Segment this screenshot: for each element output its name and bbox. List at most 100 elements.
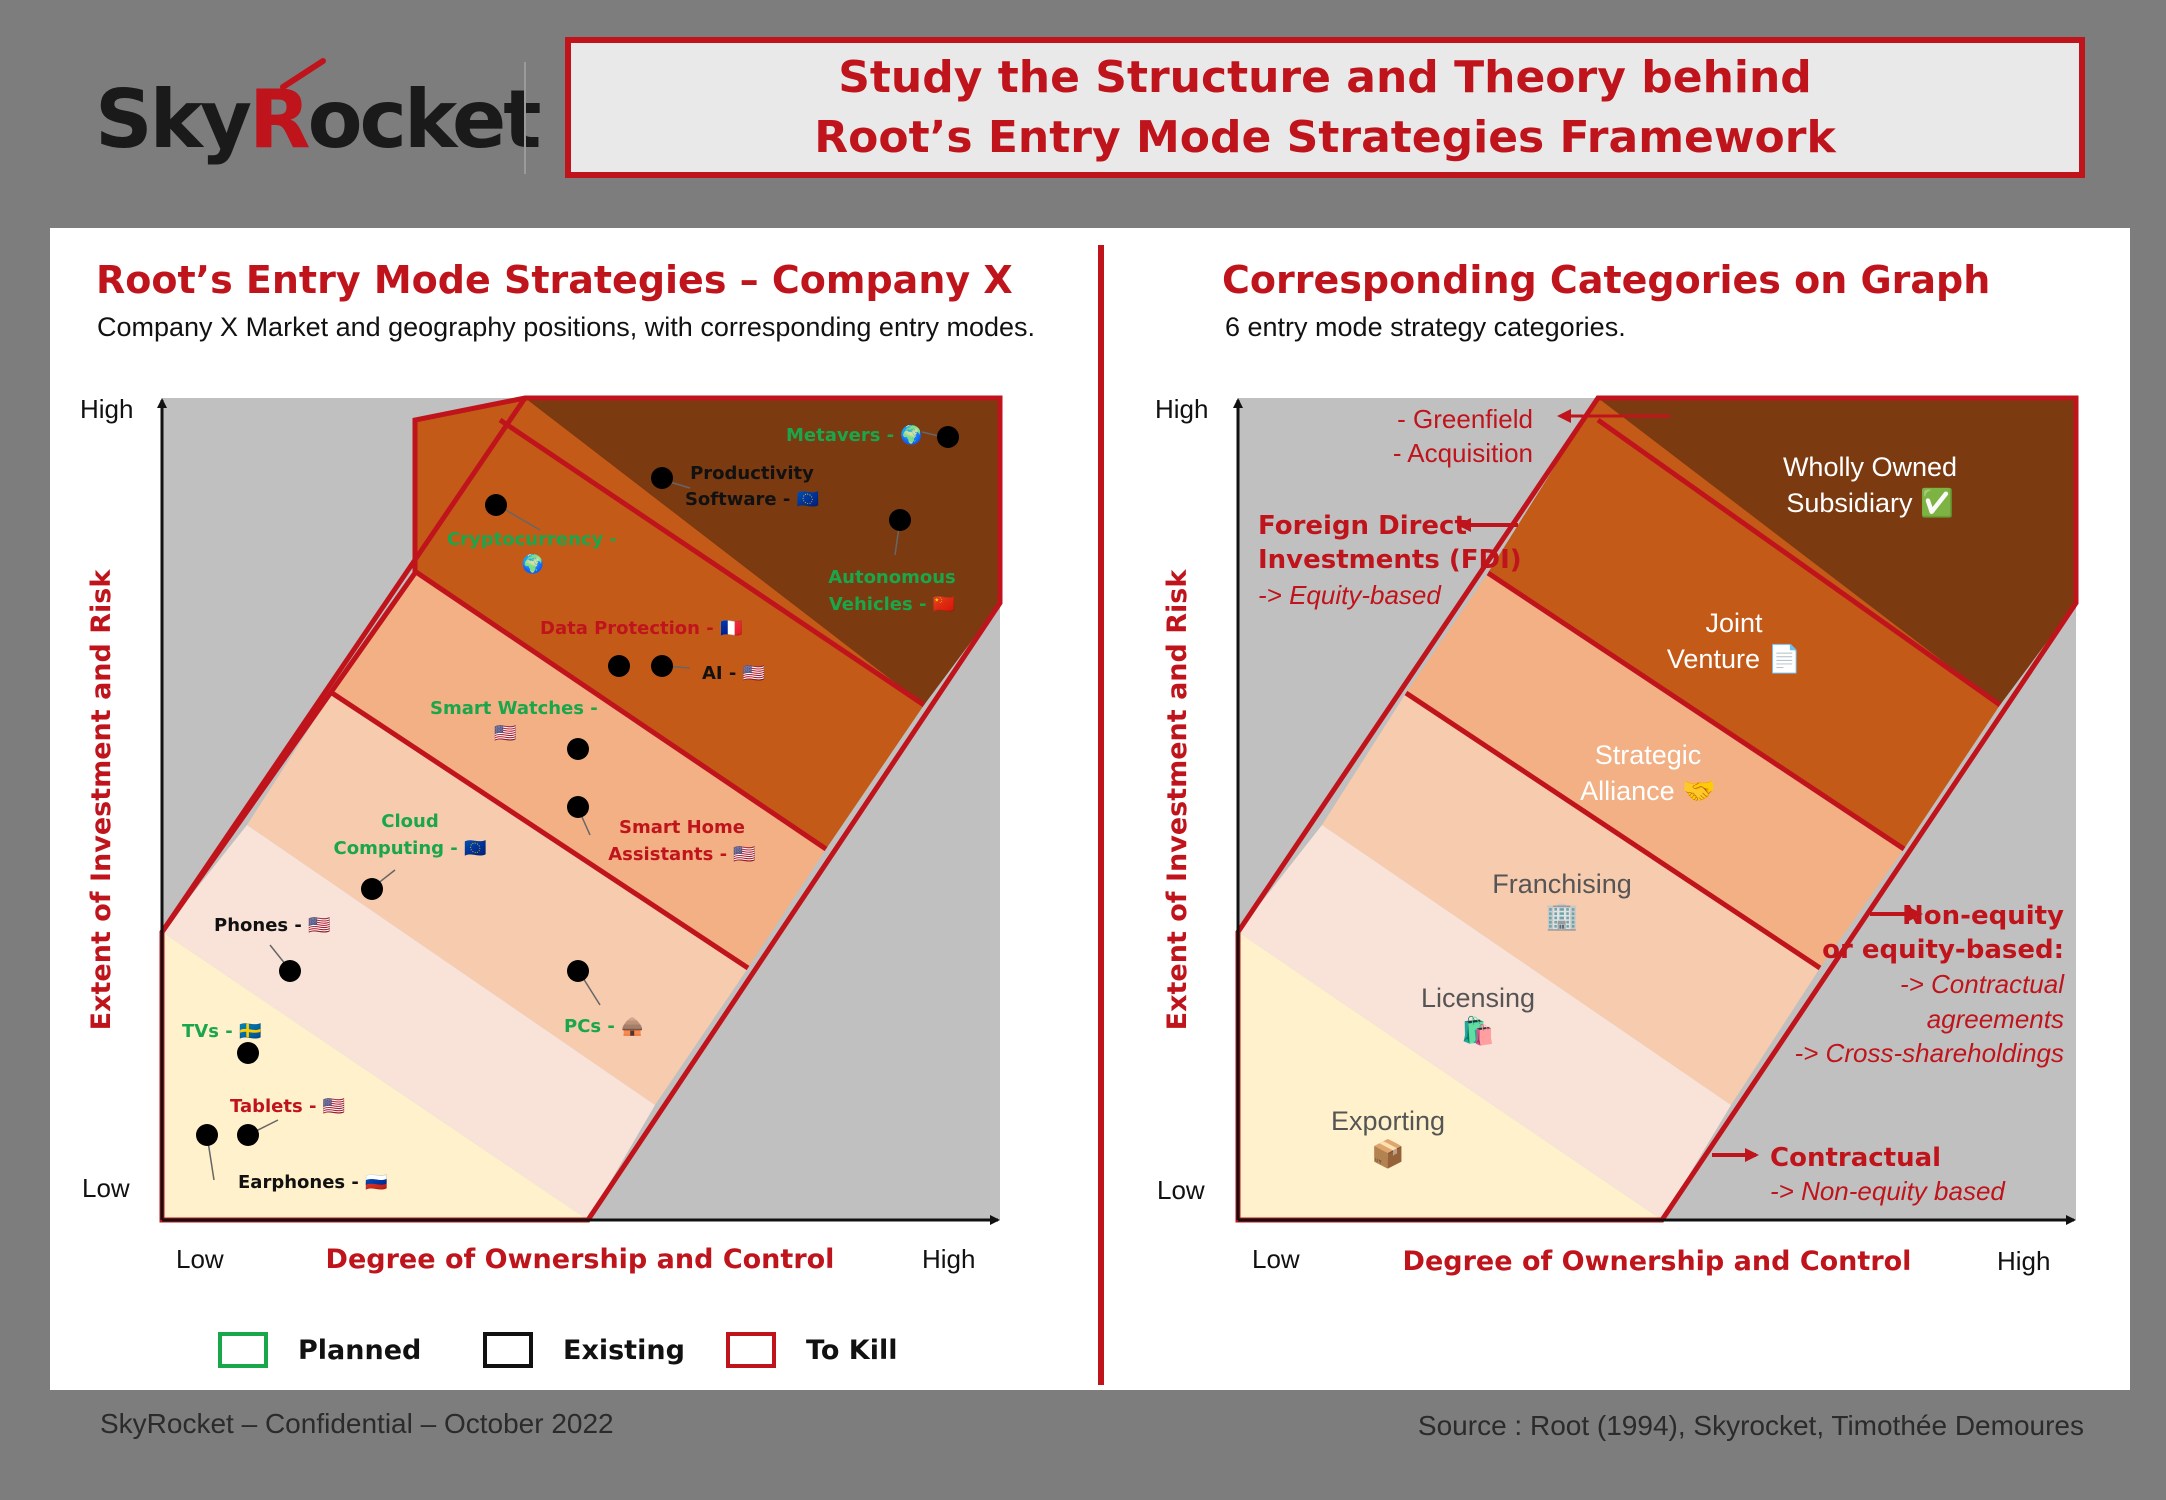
label-cryptocurrency-flag: 🌍 bbox=[522, 553, 544, 575]
band-label-strategic-alliance-2: Alliance 🤝 bbox=[1580, 776, 1716, 806]
logo-text-sky: Sky bbox=[95, 73, 252, 166]
point-smart-watches bbox=[567, 738, 589, 760]
left-chart: High Low Low High Degree of Ownership an… bbox=[80, 394, 1003, 1275]
annotation-fdi-2: Investments (FDI) bbox=[1258, 545, 1522, 575]
annotation-greenfield: - Greenfield bbox=[1397, 404, 1533, 434]
label-ai: AI - 🇺🇸 bbox=[702, 663, 765, 684]
label-cloud-computing: Cloud bbox=[381, 811, 438, 832]
left-band-licensing bbox=[162, 825, 655, 1220]
point-ai bbox=[651, 655, 673, 677]
footer-confidential: SkyRocket – Confidential – October 2022 bbox=[100, 1408, 614, 1439]
checkmark-icon: ✅ bbox=[1920, 487, 1954, 518]
header-divider bbox=[524, 62, 526, 174]
shopping-bag-icon: 🛍️ bbox=[1461, 1015, 1495, 1046]
logo-rocket-icon bbox=[280, 58, 326, 90]
right-band-franchising bbox=[1322, 693, 1820, 1105]
annotation-acquisition: - Acquisition bbox=[1393, 438, 1533, 468]
right-x-axis-label: Degree of Ownership and Control bbox=[1403, 1246, 1912, 1277]
left-band-joint-venture bbox=[415, 398, 924, 849]
left-x-low: Low bbox=[176, 1244, 224, 1274]
legend-planned: Planned bbox=[218, 1330, 421, 1370]
label-productivity-software: Productivity bbox=[690, 463, 814, 484]
right-y-low: Low bbox=[1157, 1175, 1205, 1205]
band-label-wholly-owned-2: Subsidiary ✅ bbox=[1786, 487, 1953, 518]
left-band-strategic-alliance bbox=[332, 573, 826, 968]
right-chart: High Low Low High Degree of Ownership an… bbox=[1155, 394, 2079, 1277]
left-y-high: High bbox=[80, 394, 133, 424]
right-band-exporting bbox=[1238, 932, 1662, 1220]
right-band-licensing bbox=[1238, 825, 1731, 1220]
label-autonomous-2: Vehicles - 🇨🇳 bbox=[829, 594, 955, 615]
label-cloud-computing-2: Computing - 🇪🇺 bbox=[334, 838, 487, 859]
band-label-franchising: Franchising bbox=[1492, 869, 1632, 899]
legend-to-kill-label: To Kill bbox=[806, 1334, 898, 1366]
point-cryptocurrency bbox=[485, 494, 507, 516]
legend-existing-label: Existing bbox=[563, 1334, 685, 1366]
point-tablets bbox=[237, 1124, 259, 1146]
page-title-line2: Root’s Entry Mode Strategies Framework bbox=[814, 111, 1836, 163]
point-metavers bbox=[937, 426, 959, 448]
handshake-icon: 🤝 bbox=[1682, 776, 1716, 806]
right-y-high: High bbox=[1155, 394, 1208, 424]
right-band-joint-venture bbox=[1488, 398, 2000, 849]
annotation-neq-3: -> Contractual bbox=[1900, 969, 2065, 999]
label-smart-watches: Smart Watches - bbox=[430, 698, 598, 719]
point-phones bbox=[279, 960, 301, 982]
label-cryptocurrency: Cryptocurrency - bbox=[447, 529, 617, 550]
legend-planned-label: Planned bbox=[298, 1334, 422, 1366]
band-label-wholly-owned: Wholly Owned bbox=[1783, 452, 1957, 482]
left-x-axis-label: Degree of Ownership and Control bbox=[326, 1244, 835, 1275]
legend-planned-swatch bbox=[218, 1332, 268, 1368]
right-x-low: Low bbox=[1252, 1244, 1300, 1274]
left-band-exporting bbox=[162, 932, 588, 1220]
right-band-strategic-alliance bbox=[1406, 573, 1904, 968]
logo-text-ocket: ocket bbox=[307, 73, 542, 166]
band-label-joint-venture-2: Venture 📄 bbox=[1667, 643, 1801, 674]
label-productivity-software-2: Software - 🇪🇺 bbox=[685, 489, 819, 510]
band-label-strategic-alliance: Strategic bbox=[1595, 740, 1702, 770]
annotation-neq-2: or equity-based: bbox=[1822, 935, 2064, 965]
point-productivity-software bbox=[651, 467, 673, 489]
point-data-protection bbox=[608, 655, 630, 677]
point-tvs bbox=[237, 1042, 259, 1064]
footer-source: Source : Root (1994), Skyrocket, Timothé… bbox=[1417, 1410, 2084, 1441]
label-pcs: PCs - 🛖 bbox=[564, 1016, 644, 1037]
left-x-high: High bbox=[922, 1244, 975, 1274]
annotation-neq-4: agreements bbox=[1927, 1004, 2064, 1034]
label-tvs: TVs - 🇸🇪 bbox=[182, 1021, 261, 1042]
annotation-contractual-1: Contractual bbox=[1770, 1143, 1941, 1173]
annotation-neq-1: Non-equity bbox=[1902, 901, 2064, 931]
left-y-low: Low bbox=[82, 1173, 130, 1203]
annotation-contractual-2: -> Non-equity based bbox=[1770, 1176, 2006, 1206]
legend-existing-swatch bbox=[483, 1332, 533, 1368]
band-label-joint-venture: Joint bbox=[1705, 608, 1763, 638]
annotation-fdi-1: Foreign Direct bbox=[1258, 511, 1467, 541]
left-section-subtitle: Company X Market and geography positions… bbox=[97, 312, 1035, 342]
left-points bbox=[196, 426, 959, 1146]
left-band-franchising bbox=[247, 693, 748, 1105]
band-label-licensing: Licensing bbox=[1421, 983, 1535, 1013]
label-autonomous: Autonomous bbox=[828, 567, 956, 588]
logo-text-r: R bbox=[248, 73, 311, 166]
label-earphones: Earphones - 🇷🇺 bbox=[238, 1172, 388, 1193]
label-smart-home: Smart Home bbox=[619, 817, 745, 838]
left-section-title: Root’s Entry Mode Strategies – Company X bbox=[96, 258, 1013, 302]
package-icon: 📦 bbox=[1371, 1138, 1405, 1169]
label-tablets: Tablets - 🇺🇸 bbox=[230, 1096, 345, 1117]
label-smart-home-2: Assistants - 🇺🇸 bbox=[608, 844, 756, 865]
annotation-neq-5: -> Cross-shareholdings bbox=[1794, 1038, 2064, 1068]
right-section-subtitle: 6 entry mode strategy categories. bbox=[1225, 312, 1626, 342]
page-title-box: Study the Structure and Theory behind Ro… bbox=[565, 37, 2085, 178]
left-band-shape bbox=[159, 396, 926, 971]
building-icon: 🏢 bbox=[1545, 901, 1579, 931]
label-metavers: Metavers - 🌍 bbox=[786, 424, 923, 446]
right-x-high: High bbox=[1997, 1246, 2050, 1276]
skyrocket-logo: SkyRocket bbox=[95, 58, 542, 180]
annotation-fdi-3: -> Equity-based bbox=[1258, 580, 1442, 610]
label-data-protection: Data Protection - 🇫🇷 bbox=[540, 618, 742, 639]
legend-existing: Existing bbox=[483, 1330, 685, 1370]
document-icon: 📄 bbox=[1767, 643, 1801, 674]
label-smart-watches-flag: 🇺🇸 bbox=[494, 723, 516, 744]
point-autonomous-vehicles bbox=[889, 509, 911, 531]
